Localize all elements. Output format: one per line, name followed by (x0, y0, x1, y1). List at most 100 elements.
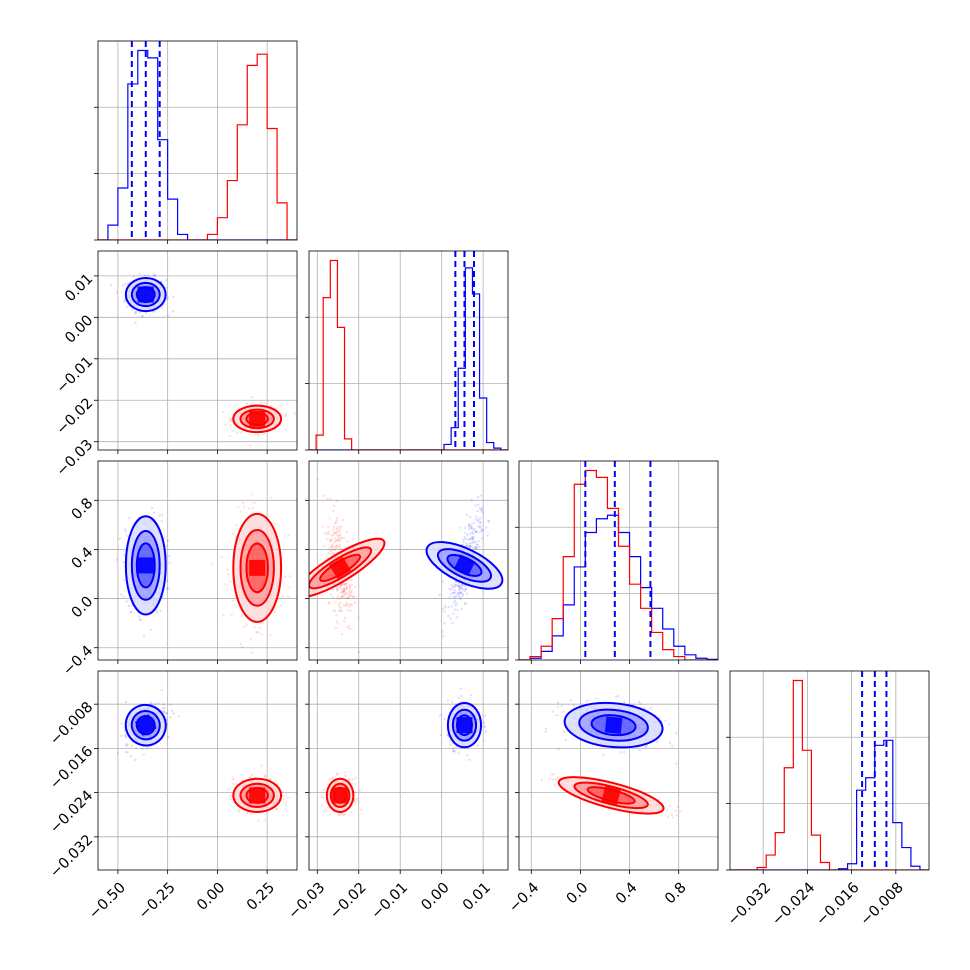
scatter-point (168, 554, 171, 558)
scatter-point (347, 778, 351, 781)
scatter-point (339, 527, 342, 530)
scatter-point (163, 706, 167, 710)
scatter-point (344, 603, 347, 606)
scatter-point (454, 604, 457, 607)
scatter-point (353, 595, 356, 598)
scatter-point (462, 538, 465, 541)
scatter-point (344, 771, 347, 774)
scatter-point (281, 790, 284, 794)
scatter-point (124, 530, 127, 533)
scatter-point (226, 568, 229, 572)
scatter-point (330, 538, 333, 541)
scatter-point (228, 417, 231, 420)
scatter-point (451, 586, 454, 589)
scatter-point (239, 510, 242, 513)
scatter-point (486, 519, 490, 523)
scatter-point (676, 805, 680, 808)
scatter-point (480, 507, 484, 510)
panel-frame (518, 670, 719, 871)
scatter-point (477, 503, 480, 507)
scatter-point (166, 314, 170, 317)
scatter-point (348, 624, 351, 627)
scatter-point (474, 530, 478, 534)
scatter-point (602, 753, 605, 756)
scatter-point (335, 773, 338, 776)
scatter-point (240, 614, 244, 617)
scatter-point (454, 580, 458, 584)
scatter-point (356, 800, 360, 803)
scatter-point (350, 627, 353, 631)
scatter-point (330, 777, 333, 780)
scatter-point (284, 575, 287, 579)
scatter-point (453, 585, 457, 589)
scatter-point (227, 573, 230, 576)
scatter-point (348, 585, 352, 589)
scatter-point (269, 496, 273, 499)
scatter-point (333, 546, 336, 549)
scatter-point (237, 808, 240, 811)
scatter-point (330, 534, 334, 538)
scatter-point (162, 707, 165, 710)
scatter-point (470, 523, 473, 527)
scatter-point (333, 522, 337, 525)
scatter-point (341, 589, 345, 592)
scatter-point (457, 585, 461, 588)
scatter-point (459, 585, 462, 588)
scatter-point (349, 591, 352, 594)
scatter-point (336, 622, 339, 625)
scatter-point (452, 595, 455, 599)
scatter-point (227, 788, 231, 791)
scatter-point (481, 537, 484, 540)
scatter-point (333, 537, 337, 540)
scatter-point (349, 603, 352, 607)
scatter-point (572, 704, 575, 707)
scatter-point (121, 284, 125, 287)
scatter-point (249, 812, 253, 816)
scatter-point (340, 547, 343, 551)
scatter-point (457, 585, 461, 588)
scatter-point (142, 753, 145, 756)
scatter-point (160, 520, 163, 523)
scatter-point (464, 587, 468, 591)
scatter-point (170, 709, 174, 713)
scatter-point (465, 545, 469, 548)
scatter-point (443, 610, 446, 613)
scatter-point (229, 419, 232, 422)
scatter-point (337, 814, 340, 817)
scatter-point (334, 521, 338, 524)
scatter-point (335, 544, 339, 548)
scatter-point (449, 617, 453, 620)
scatter-point (554, 777, 557, 781)
scatter-point (469, 545, 473, 548)
scatter-point (231, 776, 234, 780)
scatter-point (452, 612, 455, 615)
scatter-point (351, 595, 355, 599)
scatter-point (552, 773, 555, 776)
scatter-point (239, 642, 243, 646)
scatter-point (156, 611, 159, 614)
scatter-point (338, 609, 341, 612)
scatter-point (263, 774, 267, 777)
scatter-point (485, 526, 488, 529)
scatter-point (263, 775, 267, 778)
scatter-point (476, 510, 479, 513)
scatter-point (339, 591, 343, 594)
scatter-point (324, 808, 328, 811)
scatter-point (340, 583, 344, 587)
scatter-point (564, 738, 567, 742)
scatter-point (344, 592, 347, 596)
x-tick-label: −0.01 (369, 880, 412, 923)
scatter-point (237, 810, 241, 813)
scatter-point (453, 608, 456, 611)
panel-2-1 (305, 460, 509, 664)
scatter-point (345, 530, 348, 534)
scatter-point (329, 549, 332, 553)
scatter-point (441, 580, 445, 584)
scatter-point (544, 730, 548, 734)
x-tick-label: −0.016 (813, 880, 862, 929)
scatter-point (279, 604, 283, 607)
scatter-point (150, 702, 153, 706)
scatter-point (330, 551, 333, 555)
scatter-point (293, 412, 297, 415)
scatter-point (460, 583, 463, 586)
